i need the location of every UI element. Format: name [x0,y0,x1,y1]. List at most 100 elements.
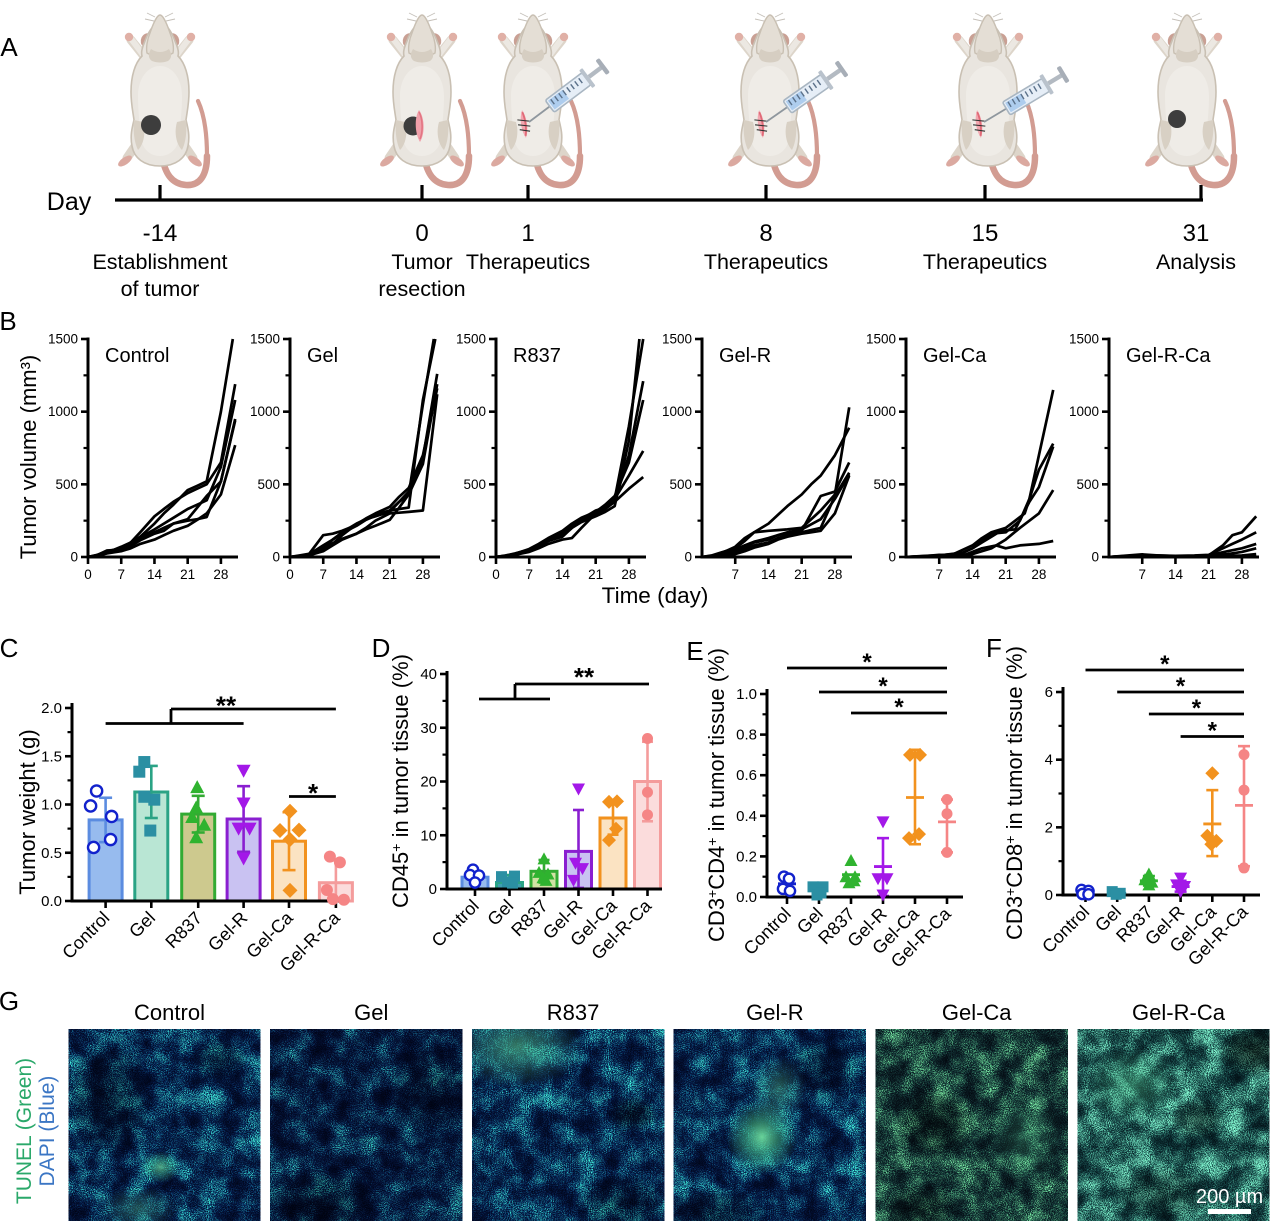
svg-text:1000: 1000 [250,404,280,419]
svg-text:0: 0 [492,567,500,582]
svg-text:500: 500 [257,477,280,492]
svg-text:1500: 1500 [1069,332,1099,347]
svg-text:1000: 1000 [456,404,486,419]
svg-text:Gel: Gel [307,345,338,367]
svg-text:21: 21 [588,567,603,582]
svg-text:1.0: 1.0 [736,686,757,703]
svg-text:2.0: 2.0 [41,700,62,717]
svg-text:21: 21 [1201,567,1216,582]
svg-text:E: E [686,636,703,666]
svg-text:28: 28 [415,567,430,582]
svg-text:Day: Day [47,188,92,216]
svg-text:500: 500 [669,477,692,492]
svg-text:28: 28 [827,567,842,582]
svg-text:0.5: 0.5 [41,845,62,862]
svg-text:Gel-Ca: Gel-Ca [923,345,987,367]
svg-text:Gel: Gel [354,1000,388,1025]
svg-text:0.0: 0.0 [41,893,62,910]
svg-text:TUNEL (Green): TUNEL (Green) [13,1058,36,1204]
svg-text:0: 0 [1091,550,1099,565]
svg-text:28: 28 [1031,567,1046,582]
svg-text:21: 21 [180,567,195,582]
svg-text:R837: R837 [547,1000,600,1025]
svg-text:of tumor: of tumor [121,277,200,301]
svg-text:*: * [1192,695,1202,722]
svg-text:7: 7 [525,567,533,582]
svg-text:14: 14 [1168,567,1184,582]
svg-text:21: 21 [382,567,397,582]
svg-text:*: * [878,673,888,700]
svg-text:7: 7 [117,567,125,582]
svg-text:**: ** [216,691,237,721]
svg-text:1500: 1500 [48,332,78,347]
svg-text:1500: 1500 [662,332,692,347]
svg-text:Tumor volume (mm³): Tumor volume (mm³) [16,355,41,560]
svg-text:1: 1 [521,220,534,247]
svg-text:500: 500 [873,477,896,492]
svg-text:28: 28 [213,567,228,582]
svg-text:14: 14 [147,567,163,582]
svg-text:200 µm: 200 µm [1196,1186,1263,1208]
svg-text:14: 14 [761,567,777,582]
svg-text:28: 28 [621,567,636,582]
svg-text:1000: 1000 [866,404,896,419]
svg-text:Therapeutics: Therapeutics [923,250,1047,274]
svg-text:0: 0 [415,220,428,247]
svg-text:Therapeutics: Therapeutics [466,250,590,274]
svg-text:500: 500 [463,477,486,492]
svg-text:0: 0 [286,567,294,582]
svg-text:0: 0 [70,550,78,565]
svg-text:-14: -14 [143,220,178,247]
svg-text:1000: 1000 [1069,404,1099,419]
svg-text:Gel-R: Gel-R [719,345,771,367]
svg-text:14: 14 [349,567,365,582]
svg-text:10: 10 [420,827,437,844]
svg-text:resection: resection [378,277,465,301]
svg-text:0: 0 [272,550,280,565]
svg-text:Gel-Ca: Gel-Ca [942,1000,1012,1025]
svg-text:Therapeutics: Therapeutics [704,250,828,274]
svg-text:*: * [862,649,872,676]
svg-text:*: * [1208,718,1218,745]
svg-text:Gel-R: Gel-R [746,1000,803,1025]
svg-text:**: ** [574,662,595,692]
svg-text:*: * [1176,673,1186,700]
svg-text:14: 14 [555,567,571,582]
svg-text:0: 0 [478,550,486,565]
svg-text:0.2: 0.2 [736,848,757,865]
svg-text:1000: 1000 [662,404,692,419]
svg-text:G: G [0,986,19,1016]
svg-text:*: * [1160,651,1170,678]
svg-text:14: 14 [965,567,981,582]
svg-text:15: 15 [972,220,999,247]
svg-text:28: 28 [1234,567,1249,582]
svg-text:1500: 1500 [866,332,896,347]
svg-text:DAPI (Blue): DAPI (Blue) [36,1076,59,1187]
svg-text:*: * [894,694,904,721]
svg-text:7: 7 [731,567,739,582]
svg-text:Control: Control [105,345,169,367]
svg-text:7: 7 [935,567,943,582]
svg-text:40: 40 [420,666,437,683]
svg-text:0.4: 0.4 [736,808,757,825]
svg-text:CD45+ in tumor tissue (%): CD45+ in tumor tissue (%) [388,654,413,908]
svg-text:31: 31 [1183,220,1210,247]
svg-text:0: 0 [888,550,896,565]
svg-text:1000: 1000 [48,404,78,419]
svg-text:1500: 1500 [250,332,280,347]
svg-text:7: 7 [319,567,327,582]
svg-text:1.5: 1.5 [41,748,62,765]
svg-text:*: * [308,778,319,808]
svg-text:Gel-R-Ca: Gel-R-Ca [1132,1000,1226,1025]
svg-text:500: 500 [1076,477,1099,492]
svg-text:Tumor weight (g): Tumor weight (g) [15,729,40,894]
svg-text:Tumor: Tumor [391,250,452,274]
svg-text:20: 20 [420,774,437,791]
svg-text:Establishment: Establishment [92,250,227,274]
svg-text:6: 6 [1045,684,1053,701]
svg-text:0.6: 0.6 [736,767,757,784]
svg-text:0: 0 [1045,887,1053,904]
svg-text:500: 500 [55,477,78,492]
svg-text:Control: Control [134,1000,205,1025]
svg-text:2: 2 [1045,819,1053,836]
